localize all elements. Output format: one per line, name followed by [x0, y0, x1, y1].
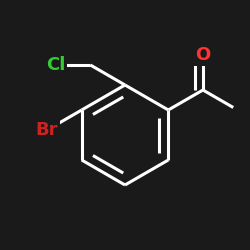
- Text: Cl: Cl: [46, 56, 65, 74]
- Text: O: O: [195, 46, 210, 64]
- Text: Br: Br: [36, 121, 58, 139]
